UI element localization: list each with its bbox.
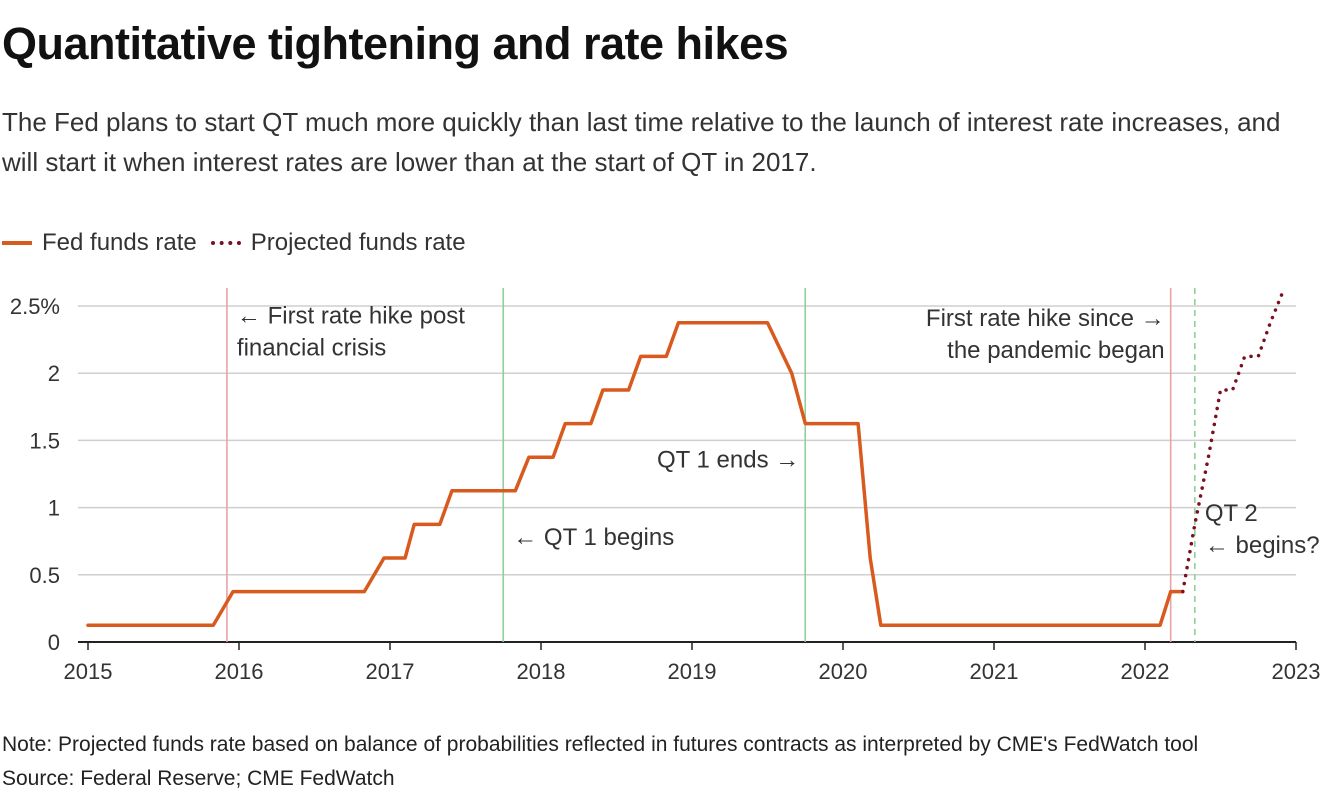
series-line-projected [1181, 287, 1286, 594]
y-tick-label: 1.5 [29, 428, 60, 453]
x-tick-label: 2015 [64, 659, 113, 684]
annotation: ← QT 1 begins [513, 524, 674, 551]
line-chart: 0 0.5 1 1.5 2 2.5% 2015 2016 2017 2018 2019 2020 202… [10, 287, 1320, 684]
legend-item-fed-funds: Fed funds rate [2, 229, 197, 257]
annotation: QT 2 ← begins? [1205, 500, 1320, 559]
legend: Fed funds rate Projected funds rate [2, 226, 480, 260]
y-tick-label: 0 [48, 630, 60, 655]
chart-subtitle: The Fed plans to start QT much more quic… [2, 107, 1281, 177]
series-line-fed-funds [86, 321, 1185, 627]
annotation-line: ← begins? [1205, 532, 1320, 559]
y-tick-label: 2.5% [10, 294, 60, 319]
annotation-line: QT 2 [1205, 500, 1258, 527]
annotation: ← First rate hike post financial crisis [237, 302, 465, 361]
legend-label-projected: Projected funds rate [250, 229, 466, 256]
annotation-line: First rate hike since → [926, 305, 1165, 332]
y-tick-label: 0.5 [29, 563, 60, 588]
annotation-line: ← First rate hike post [237, 302, 465, 329]
chart-source: Source: Federal Reserve; CME FedWatch [2, 767, 395, 790]
x-tick-label: 2018 [517, 659, 566, 684]
legend-swatch-dotted-line [210, 241, 241, 245]
x-tick-label: 2022 [1121, 659, 1170, 684]
annotation-line: QT 1 ends → [657, 446, 799, 473]
annotation-line: ← QT 1 begins [513, 524, 674, 551]
annotation-line: the pandemic began [947, 337, 1165, 364]
x-tick-label: 2017 [366, 659, 415, 684]
annotation-line: financial crisis [237, 334, 386, 361]
chart-title: Quantitative tightening and rate hikes [2, 18, 789, 69]
x-tick-label: 2021 [970, 659, 1019, 684]
annotation: First rate hike since → the pandemic bega… [926, 305, 1165, 364]
x-tick-label: 2016 [215, 659, 264, 684]
y-tick-label: 2 [48, 361, 60, 386]
annotation: QT 1 ends → [657, 446, 799, 473]
chart-note: Note: Projected funds rate based on bala… [2, 733, 1199, 756]
x-tick-label: 2023 [1272, 659, 1320, 684]
x-tick-label: 2019 [668, 659, 717, 684]
legend-label-fed-funds: Fed funds rate [42, 229, 197, 256]
y-tick-label: 1 [48, 496, 60, 521]
legend-item-projected: Projected funds rate [210, 229, 466, 257]
x-tick-label: 2020 [819, 659, 868, 684]
legend-swatch-solid-line [2, 241, 32, 245]
